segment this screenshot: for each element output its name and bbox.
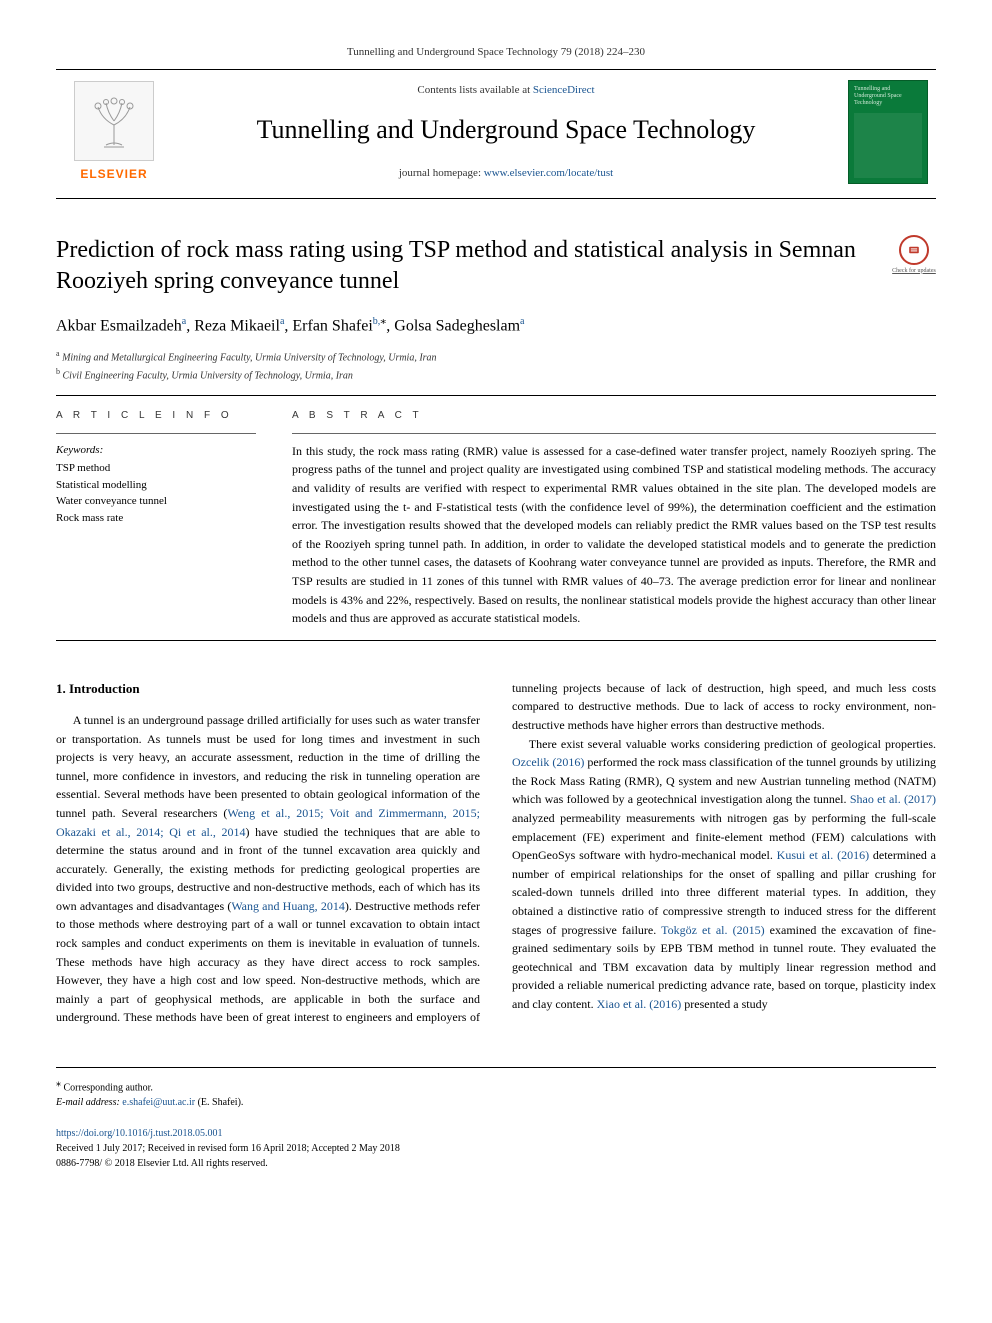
publisher-logo-block: ELSEVIER: [64, 81, 164, 183]
cite-tokgoz[interactable]: Tokgöz et al. (2015): [661, 923, 764, 937]
homepage-link[interactable]: www.elsevier.com/locate/tust: [484, 167, 613, 179]
doi-block: https://doi.org/10.1016/j.tust.2018.05.0…: [56, 1126, 936, 1171]
affiliation-b: b Civil Engineering Faculty, Urmia Unive…: [56, 366, 936, 383]
author-2-affil: a: [280, 316, 284, 327]
author-4-affil: a: [520, 316, 524, 327]
article-info-label: A R T I C L E I N F O: [56, 408, 256, 423]
elsevier-wordmark: ELSEVIER: [80, 165, 147, 183]
doi-link[interactable]: https://doi.org/10.1016/j.tust.2018.05.0…: [56, 1128, 223, 1139]
homepage-prefix: journal homepage:: [399, 167, 484, 179]
rule-bottom: [56, 640, 936, 641]
cover-title: Tunnelling and Underground Space Technol…: [854, 86, 922, 108]
section-heading-intro: 1. Introduction: [56, 679, 480, 699]
homepage-line: journal homepage: www.elsevier.com/locat…: [182, 165, 830, 182]
keywords-label: Keywords:: [56, 442, 256, 459]
check-updates-icon: [899, 235, 929, 265]
author-1-affil: a: [182, 316, 186, 327]
cite-ozcelik[interactable]: Ozcelik (2016): [512, 755, 584, 769]
footer-block: ⁎ Corresponding author. E-mail address: …: [56, 1067, 936, 1171]
intro-p2: There exist several valuable works consi…: [512, 735, 936, 1014]
affiliations: a Mining and Metallurgical Engineering F…: [56, 348, 936, 383]
article-title: Prediction of rock mass rating using TSP…: [56, 235, 876, 297]
title-row: Prediction of rock mass rating using TSP…: [56, 235, 936, 297]
authors-line: Akbar Esmailzadeha, Reza Mikaeila, Erfan…: [56, 311, 936, 338]
abstract-text: In this study, the rock mass rating (RMR…: [292, 442, 936, 628]
keyword-2: Statistical modelling: [56, 477, 256, 494]
body-columns: 1. Introduction A tunnel is an undergrou…: [56, 679, 936, 1027]
rule-meta: [56, 433, 256, 434]
journal-reference-text: Tunnelling and Underground Space Technol…: [347, 46, 645, 58]
abstract-label: A B S T R A C T: [292, 408, 936, 423]
affiliation-b-text: Civil Engineering Faculty, Urmia Univers…: [63, 370, 353, 381]
keyword-3: Water conveyance tunnel: [56, 493, 256, 510]
author-4: Golsa Sadegheslam: [394, 317, 520, 334]
keyword-1: TSP method: [56, 460, 256, 477]
rule-abstract: [292, 433, 936, 434]
keyword-4: Rock mass rate: [56, 510, 256, 527]
p2-seg-a: There exist several valuable works consi…: [529, 737, 936, 751]
contents-prefix: Contents lists available at: [417, 84, 532, 96]
affiliation-a: a Mining and Metallurgical Engineering F…: [56, 348, 936, 365]
sciencedirect-link[interactable]: ScienceDirect: [533, 84, 595, 96]
email-tail: (E. Shafei).: [195, 1097, 243, 1108]
elsevier-tree-icon: [74, 81, 154, 161]
corresponding-author: ⁎ Corresponding author.: [56, 1076, 936, 1095]
issn-copyright: 0886-7798/ © 2018 Elsevier Ltd. All righ…: [56, 1156, 936, 1171]
p1-seg-a: A tunnel is an underground passage drill…: [56, 713, 480, 820]
abstract-column: A B S T R A C T In this study, the rock …: [292, 408, 936, 628]
author-2: Reza Mikaeil: [194, 317, 280, 334]
contents-available-line: Contents lists available at ScienceDirec…: [182, 82, 830, 99]
author-1: Akbar Esmailzadeh: [56, 317, 182, 334]
cite-xiao[interactable]: Xiao et al. (2016): [597, 997, 682, 1011]
article-info-column: A R T I C L E I N F O Keywords: TSP meth…: [56, 408, 256, 628]
author-3-corr: ⁎: [380, 313, 386, 327]
check-updates-label: Check for updates: [892, 267, 936, 276]
masthead-center: Contents lists available at ScienceDirec…: [182, 82, 830, 182]
masthead: ELSEVIER Contents lists available at Sci…: [56, 69, 936, 199]
rule-top: [56, 395, 936, 396]
email-line: E-mail address: e.shafei@uut.ac.ir (E. S…: [56, 1095, 936, 1110]
cite-kusui[interactable]: Kusui et al. (2016): [777, 848, 869, 862]
author-3: Erfan Shafei: [292, 317, 372, 334]
journal-name: Tunnelling and Underground Space Technol…: [182, 110, 830, 149]
p2-seg-f: presented a study: [681, 997, 767, 1011]
journal-reference: Tunnelling and Underground Space Technol…: [56, 44, 936, 61]
journal-cover-thumb: Tunnelling and Underground Space Technol…: [848, 80, 928, 184]
cite-wang-huang[interactable]: Wang and Huang, 2014: [231, 899, 345, 913]
affiliation-a-text: Mining and Metallurgical Engineering Fac…: [62, 353, 437, 364]
received-line: Received 1 July 2017; Received in revise…: [56, 1141, 936, 1156]
meta-abstract-row: A R T I C L E I N F O Keywords: TSP meth…: [56, 408, 936, 628]
email-link[interactable]: e.shafei@uut.ac.ir: [122, 1097, 195, 1108]
cite-shao[interactable]: Shao et al. (2017): [850, 792, 936, 806]
email-label: E-mail address:: [56, 1097, 122, 1108]
check-updates-badge[interactable]: Check for updates: [892, 235, 936, 276]
corr-text: Corresponding author.: [61, 1082, 153, 1093]
